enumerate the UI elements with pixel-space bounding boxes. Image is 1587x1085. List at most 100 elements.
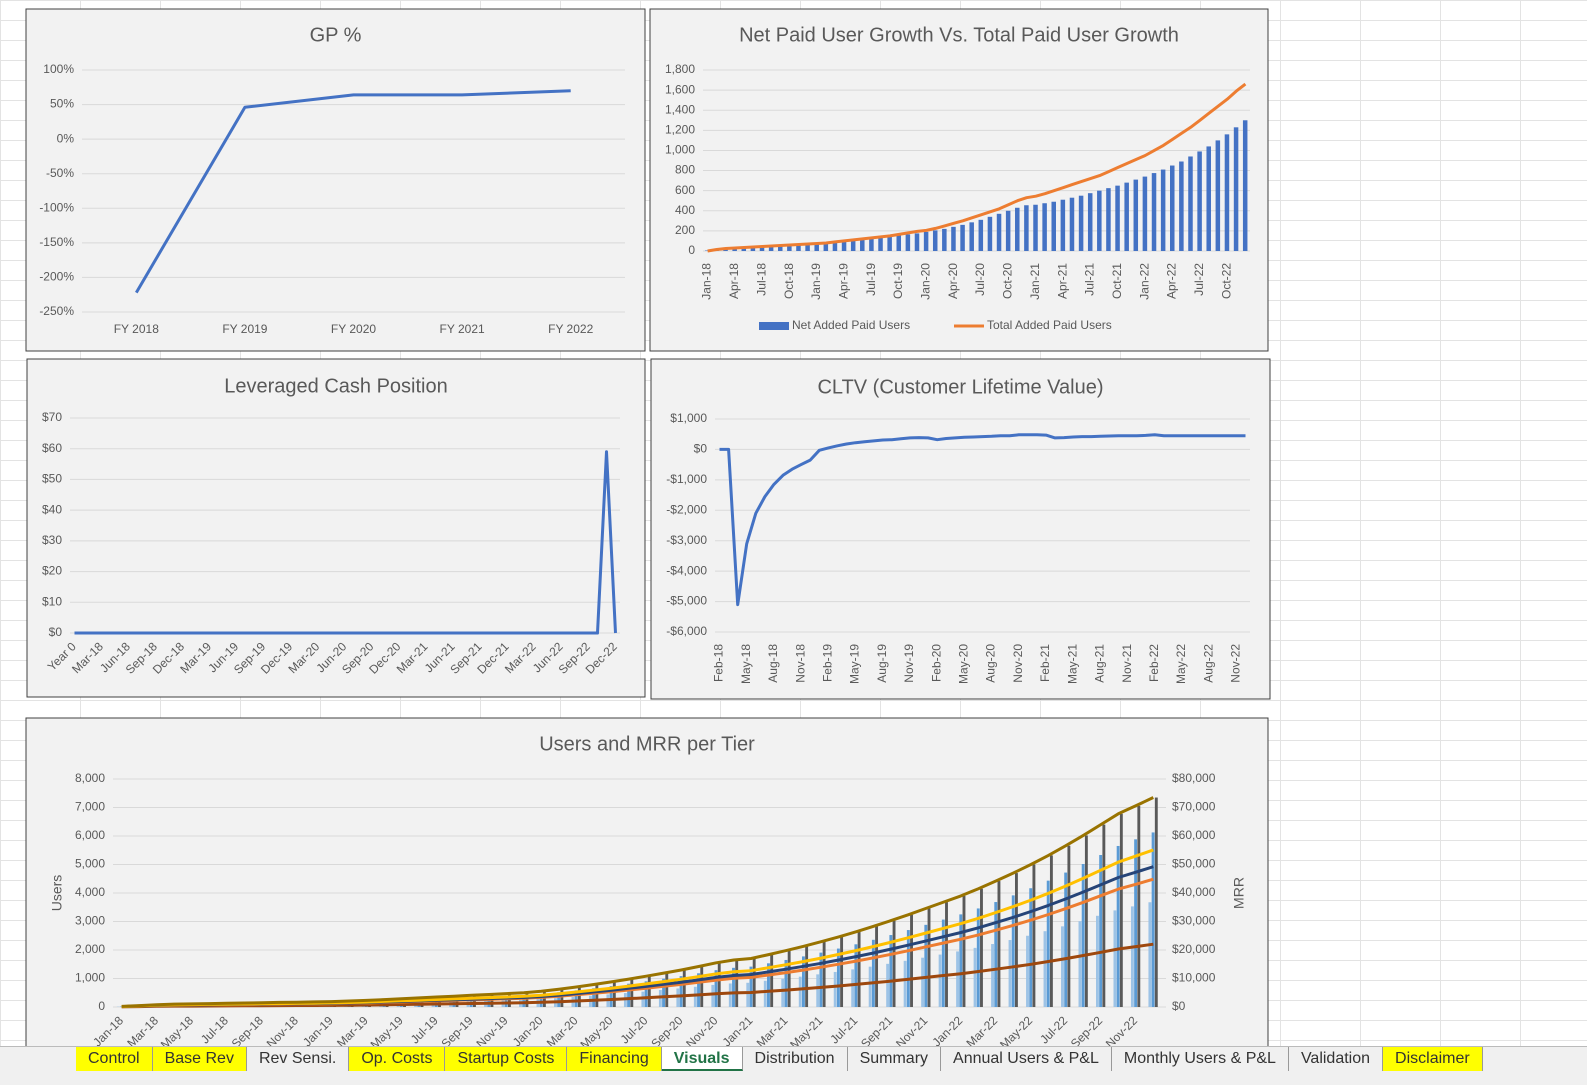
y-tick-label: 7,000 — [75, 800, 105, 814]
bar — [1233, 127, 1239, 251]
y-tick-label: $30 — [42, 533, 62, 547]
x-tick-label: May-20 — [957, 644, 971, 684]
y-tick-label: 2,000 — [75, 942, 105, 956]
bar — [836, 948, 840, 1007]
bar — [951, 226, 956, 251]
bar — [732, 248, 737, 251]
bar — [1197, 151, 1202, 251]
y-tick-label: -$3,000 — [666, 533, 707, 547]
bar — [857, 931, 861, 1007]
sheet-tab[interactable]: Distribution — [743, 1047, 848, 1071]
bar — [711, 984, 715, 1007]
bar — [833, 971, 837, 1007]
bar — [1078, 195, 1084, 251]
bar — [560, 989, 564, 1007]
x-tick-label: Jan-22 — [1137, 263, 1151, 300]
line-series — [135, 89, 571, 294]
x-tick-label: Jul-21 — [1083, 263, 1097, 296]
bar — [987, 216, 993, 251]
y-tick-label: 1,000 — [75, 971, 105, 985]
y-tick-label: 6,000 — [75, 828, 105, 842]
chart-area — [650, 358, 1271, 700]
x-tick-label: Jul-18 — [754, 263, 768, 296]
bar — [1119, 813, 1123, 1007]
bar — [1005, 210, 1011, 251]
y-axis-title: Users — [49, 875, 65, 912]
x-tick-label: Oct-19 — [891, 263, 905, 299]
sheet-tab[interactable]: Visuals — [661, 1047, 743, 1071]
bar — [522, 995, 526, 1007]
chart-title: Users and MRR per Tier — [539, 733, 755, 755]
x-tick-label: May-19 — [848, 644, 862, 684]
bar — [896, 235, 902, 251]
bar — [942, 228, 947, 251]
chart-title: GP % — [310, 24, 362, 46]
y-tick-label: 1,800 — [665, 62, 695, 76]
sheet-tab[interactable]: Base Rev — [152, 1047, 247, 1071]
bar — [1032, 864, 1036, 1007]
sheet-tab[interactable]: Monthly Users & P&L — [1112, 1047, 1289, 1071]
y-tick-label: 200 — [675, 223, 695, 237]
bar — [717, 962, 721, 1007]
bar — [805, 244, 810, 251]
y-tick-label: $60 — [42, 441, 62, 455]
y-tick-label: 4,000 — [75, 885, 105, 899]
bar — [832, 242, 838, 251]
sheet-tab[interactable]: Rev Sensi. — [247, 1047, 350, 1071]
bar — [787, 245, 792, 251]
y-tick-label: 400 — [675, 203, 695, 217]
bar — [1134, 839, 1138, 1007]
y-tick-label: $10 — [42, 594, 62, 608]
y-tick-label: -$4,000 — [666, 563, 707, 577]
y-tick-label: -200% — [39, 270, 74, 284]
sheet-tab[interactable]: Disclaimer — [1383, 1047, 1483, 1071]
bar — [1014, 873, 1018, 1007]
sheet-tab[interactable]: Annual Users & P&L — [941, 1047, 1112, 1071]
bar — [609, 986, 613, 1007]
bar — [1170, 165, 1175, 251]
bar — [892, 920, 896, 1007]
bar — [777, 246, 783, 251]
sheet-tab[interactable]: Control — [76, 1047, 153, 1071]
sheet-tab-bar: Control Base Rev Rev Sensi. Op. Costs Startu… — [0, 1046, 1587, 1085]
bar — [1008, 940, 1012, 1007]
bar — [1067, 845, 1071, 1007]
chart-title: Net Paid User Growth Vs. Total Paid User… — [739, 24, 1179, 46]
bar — [1097, 190, 1102, 251]
x-tick-label: Oct-20 — [1001, 263, 1015, 299]
y-tick-label: 1,000 — [665, 143, 695, 157]
y2-tick-label: $30,000 — [1172, 914, 1216, 928]
sheet-tab[interactable]: Financing — [567, 1047, 662, 1071]
bar — [1084, 835, 1088, 1007]
bar — [871, 939, 875, 1007]
bar — [1102, 824, 1106, 1007]
y2-tick-label: $50,000 — [1172, 857, 1216, 871]
bar — [714, 970, 718, 1007]
bar — [1133, 179, 1139, 251]
x-tick-label: May-22 — [1174, 644, 1188, 684]
x-tick-label: Nov-19 — [902, 644, 916, 683]
bar — [746, 982, 750, 1007]
line-series — [707, 82, 1247, 253]
bar — [956, 951, 960, 1007]
bar — [735, 959, 739, 1007]
bar — [577, 987, 581, 1007]
x-tick-label: FY 2020 — [331, 322, 376, 336]
bar — [1142, 176, 1148, 251]
bar — [627, 983, 631, 1007]
chart: GP % -250% -200% -150% -100% -50% 0% 50% 100% FY … — [25, 8, 646, 352]
sheet-tab[interactable]: Op. Costs — [349, 1047, 446, 1071]
x-tick-label: Oct-21 — [1110, 263, 1124, 299]
bar — [869, 238, 874, 251]
sheet-tab[interactable]: Startup Costs — [445, 1047, 568, 1071]
sheet-tab[interactable]: Validation — [1289, 1047, 1384, 1071]
y2-tick-label: $70,000 — [1172, 800, 1216, 814]
bar — [959, 914, 963, 1007]
sheet-tab[interactable]: Summary — [848, 1047, 942, 1071]
y-tick-label: 0 — [98, 999, 105, 1013]
chart: Leveraged Cash Position $0 $10 $20 $30 $40 $50… — [26, 358, 646, 698]
y-tick-label: $0 — [694, 442, 708, 456]
bar — [921, 957, 925, 1007]
x-tick-label: Nov-22 — [1229, 644, 1243, 683]
bar — [960, 224, 965, 251]
